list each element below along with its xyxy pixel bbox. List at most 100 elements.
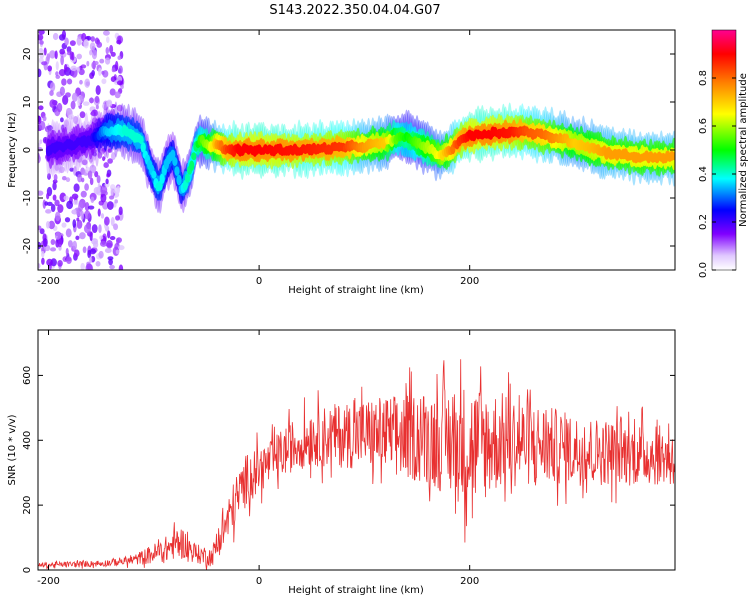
noise-speckle [104,57,111,65]
noise-speckle [58,69,66,77]
noise-speckle [114,91,121,99]
noise-speckle [57,260,63,267]
noise-speckle [38,225,42,231]
noise-speckle [60,55,64,66]
noise-speckle [106,101,113,108]
noise-speckle [104,248,112,254]
noise-speckle [87,249,92,259]
noise-speckle [90,196,95,203]
spectrogram-y-ticks: 20 10 0 -10 -20 [22,48,675,254]
y-tick-label: 600 [22,366,33,385]
noise-speckle [66,46,72,53]
noise-speckle [116,104,123,112]
x-tick-label: 200 [460,576,479,587]
x-tick-label: -200 [37,276,60,287]
noise-speckle [45,220,50,229]
noise-speckle [88,97,95,104]
ridge-cell [172,157,178,166]
noise-speckle [120,84,124,90]
snr-y-axis-label: SNR (10 * v/v) [7,414,18,485]
noise-speckle [71,92,78,102]
ridge-cell [184,173,191,183]
noise-speckle [59,86,65,96]
noise-speckle [111,152,116,160]
colorbar-label: Normalized spectral amplitude [738,73,749,227]
noise-speckle [77,174,83,183]
noise-speckle [72,209,77,215]
noise-speckle [89,264,94,270]
noise-speckle [52,182,57,191]
y-tick-label: -20 [22,238,33,254]
noise-speckle [102,30,110,36]
noise-speckle [99,235,104,240]
noise-speckle [96,175,101,184]
colorbar-tick-label: 0.6 [698,118,709,134]
noise-speckle [98,250,104,259]
noise-speckle [61,222,67,228]
noise-speckle [86,35,92,41]
noise-speckle [81,159,88,166]
noise-speckle [100,185,108,195]
noise-speckle [97,151,103,159]
ridge-cell [191,152,197,161]
noise-speckle [50,203,56,213]
noise-speckle [118,245,125,251]
noise-speckle [84,183,89,191]
noise-speckle [107,256,114,261]
figure-title: S143.2022.350.04.04.G07 [269,3,440,18]
noise-speckle [105,178,109,185]
colorbar: 0.0 0.2 0.4 0.6 0.8 Normalized spectral ampl… [698,29,749,278]
noise-speckle [65,256,72,265]
noise-speckle [114,60,119,71]
noise-speckle [54,50,58,60]
noise-speckle [38,47,43,53]
noise-speckle [72,240,78,251]
noise-speckle [89,177,94,186]
noise-speckle [49,50,56,59]
noise-speckle [115,249,120,255]
noise-speckle [116,238,120,245]
noise-speckle [79,111,86,119]
ridge-cell [189,160,195,171]
noise-speckle [104,181,110,188]
noise-speckle [54,211,61,222]
noise-speckle [66,78,73,85]
noise-speckle [55,61,59,71]
colorbar-tick-label: 0.4 [698,166,709,182]
noise-speckle [82,101,90,106]
noise-speckle [114,199,118,204]
noise-speckle [118,206,123,216]
snr-x-axis-label: Height of straight line (km) [288,585,424,596]
noise-speckle [73,116,79,125]
y-tick-label: 200 [22,496,33,515]
noise-speckle [57,238,63,248]
noise-speckle [111,67,116,73]
noise-speckle [39,228,45,235]
noise-speckle [94,95,100,104]
noise-speckle [38,190,44,196]
noise-speckle [61,78,67,86]
noise-speckle [90,36,95,42]
y-tick-label: 400 [22,431,33,450]
noise-speckle [99,58,105,64]
noise-speckle [68,114,75,120]
noise-speckle [73,183,80,192]
noise-speckle [84,202,90,212]
noise-speckle [99,240,107,247]
noise-speckle [54,199,60,207]
spectrogram-y-axis-label: Frequency (Hz) [7,112,18,188]
snr-panel: -200 0 200 0 200 400 600 Height of straight l… [7,329,676,596]
noise-speckle [80,210,84,221]
noise-speckle [65,228,72,238]
noise-speckle [106,36,110,44]
colorbar-tick-label: 0.8 [698,70,709,86]
noise-speckle [115,215,120,221]
noise-speckle [41,250,45,258]
noise-speckle [118,65,123,74]
noise-speckle [45,209,52,214]
noise-speckle [49,90,54,97]
noise-speckle [106,201,114,210]
noise-speckle [109,44,114,54]
noise-speckle [67,240,73,248]
noise-speckle [38,105,44,111]
